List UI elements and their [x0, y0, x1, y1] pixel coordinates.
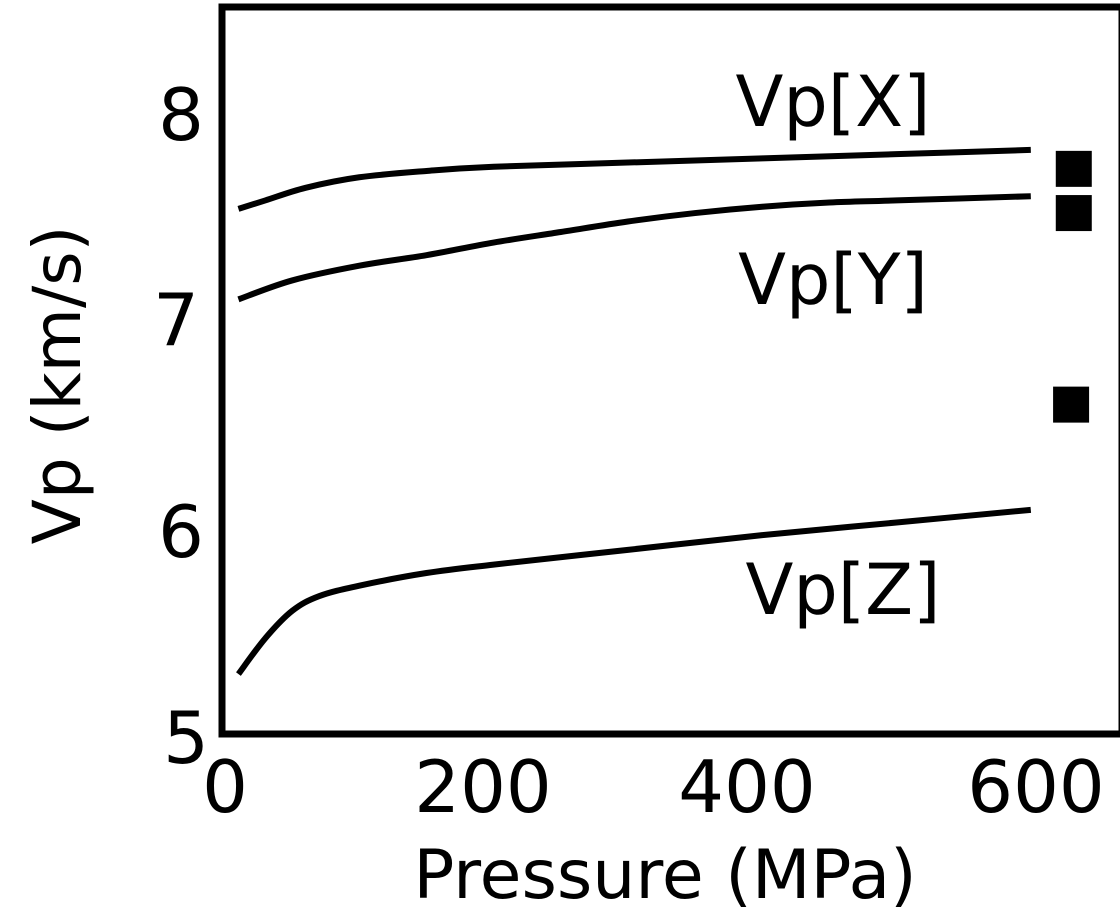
- data-marker-2: [1055, 195, 1092, 232]
- y-tick-layer: 5 6 7 8: [153, 73, 209, 780]
- data-marker-3: [1053, 386, 1090, 423]
- data-marker-1: [1055, 150, 1092, 187]
- series-line-vp-z: [236, 506, 1032, 676]
- marker-layer: [1053, 150, 1092, 423]
- series-line-vp-x: [237, 146, 1031, 212]
- x-tick-layer: 0 200 400 600: [202, 745, 1105, 829]
- series-line-vp-y: [237, 193, 1031, 303]
- plot-frame: [218, 3, 1120, 738]
- x-tick-label: 600: [967, 745, 1104, 829]
- y-tick-label: 7: [153, 278, 199, 362]
- y-axis-label: Vp (km/s): [19, 226, 96, 545]
- series-layer: [236, 146, 1032, 676]
- series-label-vp-x: Vp[X]: [736, 61, 931, 143]
- series-label-layer: Vp[X] Vp[Y] Vp[Z]: [736, 61, 941, 631]
- y-tick-label: 8: [158, 73, 204, 157]
- x-tick-label: 200: [414, 745, 551, 829]
- x-tick-label: 400: [678, 745, 815, 829]
- y-tick-label: 5: [163, 696, 209, 780]
- series-label-vp-y: Vp[Y]: [738, 239, 928, 321]
- x-axis-label: Pressure (MPa): [413, 836, 916, 910]
- y-tick-label: 6: [158, 490, 204, 574]
- series-label-vp-z: Vp[Z]: [746, 549, 941, 631]
- x-tick-label: 0: [202, 745, 248, 829]
